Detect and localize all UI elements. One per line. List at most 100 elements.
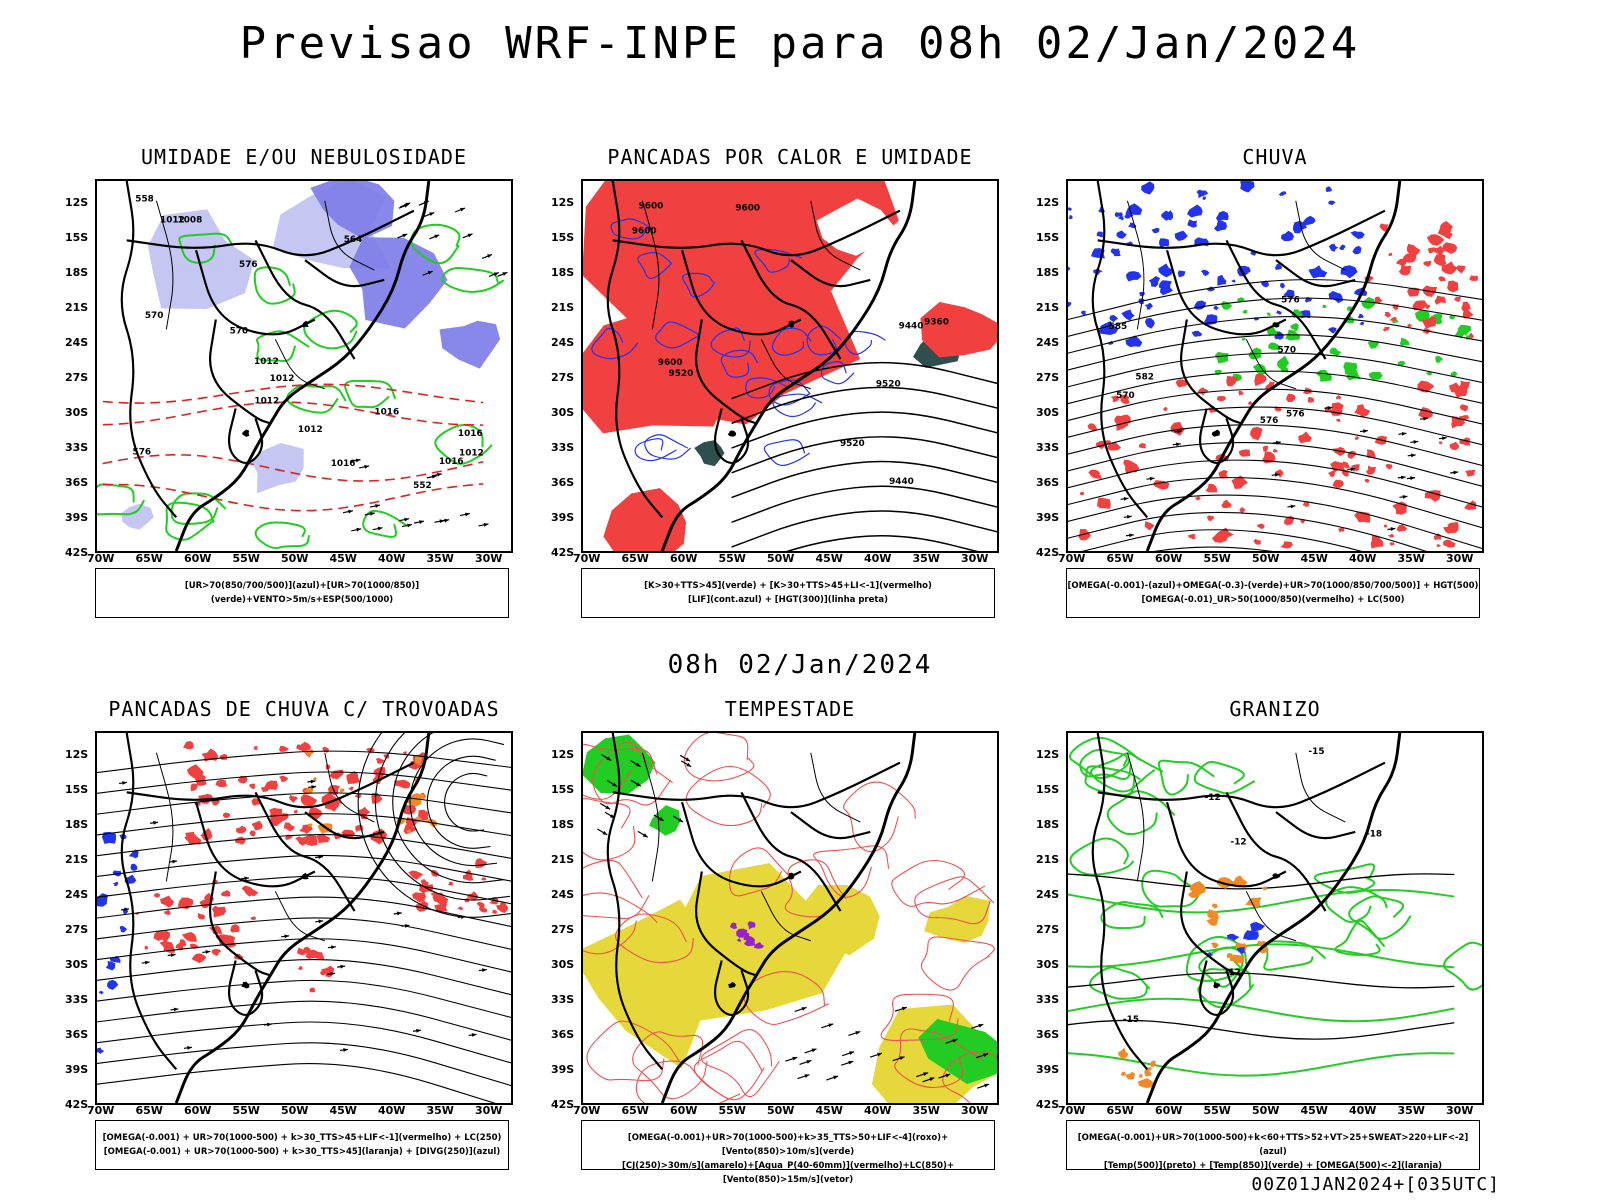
temp850-contour: [1089, 966, 1151, 1000]
omega500-orange-area: [1259, 946, 1269, 954]
storm-red-area: [298, 965, 303, 970]
wind-vector: [356, 527, 362, 532]
omega500-orange-area: [1207, 909, 1218, 919]
lon-tick-label: 40W: [1349, 552, 1377, 565]
country-border: [1198, 960, 1235, 1017]
omega500-orange-area: [1229, 875, 1248, 887]
omega-blue-area: [1080, 310, 1087, 316]
streamline-arrow: [1423, 416, 1428, 421]
contour-label: 1016: [439, 457, 464, 467]
lat-tick-label: 12S: [65, 196, 89, 209]
wind-vector: [467, 233, 473, 238]
country-border: [1275, 259, 1356, 288]
lon-tick-label: 50W: [767, 552, 795, 565]
streamline: [1068, 511, 1427, 551]
streamline-arrow: [460, 915, 466, 919]
divergence-blue-area: [97, 1047, 105, 1054]
wind-vector: [427, 271, 433, 275]
storm-red-area: [220, 890, 231, 897]
storm-red-area: [236, 825, 247, 834]
omega-red-area: [1138, 443, 1147, 449]
omega-green-area: [1414, 310, 1430, 322]
state-border: [810, 752, 861, 823]
wind-vector: [431, 474, 437, 479]
omega500-orange-area: [1125, 1071, 1136, 1080]
streamline: [97, 813, 511, 837]
omega500-orange-area: [1261, 886, 1267, 891]
omega-blue-area: [1231, 279, 1236, 283]
storm-red-area: [215, 779, 228, 788]
pwat-contour: [701, 1029, 780, 1098]
storm-red-area: [408, 870, 424, 880]
country-border: [606, 181, 664, 519]
storm-red-area: [251, 820, 263, 831]
streamline-arrow: [1363, 429, 1368, 434]
legend-line: [CJ(250)>30m/s](amarelo)+[Agua_P(40-60mm…: [621, 1161, 955, 1185]
panel-title: TEMPESTADE: [724, 697, 856, 721]
contour-label: 570: [1277, 346, 1296, 356]
lat-tick-label: 21S: [551, 853, 575, 866]
lat-tick-label: 18S: [65, 818, 89, 831]
lon-tick-label: 60W: [184, 1104, 212, 1117]
omega-blue-area: [1187, 204, 1203, 218]
storm-red-area: [144, 945, 149, 950]
contour-label: 570: [230, 327, 249, 337]
lat-tick-label: 27S: [65, 371, 89, 384]
lif-contour: [844, 330, 886, 355]
lat-tick-label: 15S: [551, 231, 575, 244]
lat-tick-label: 12S: [1036, 748, 1060, 761]
pwat-contour: [920, 936, 995, 991]
lat-tick-label: 36S: [65, 1028, 89, 1041]
wind-vector: [403, 204, 409, 208]
storm-red-area: [153, 892, 161, 898]
legend-line: [OMEGA(-0.001) + UR>70(1000-500) + k>30_…: [102, 1133, 502, 1143]
country-border: [120, 181, 178, 519]
wind-vector: [402, 233, 408, 238]
omega-red-area: [1206, 515, 1215, 522]
legend-line: [OMEGA(-0.001) + UR>70(1000-500) + k>30_…: [103, 1147, 501, 1157]
humidity-contour-lower: [303, 309, 358, 350]
map-umidade: 1012 1012 1012 1016 1016 1008 1016 1012 1012 1012…: [95, 179, 513, 553]
divergence-blue-area: [109, 955, 121, 964]
lat-tick-label: 30S: [1036, 406, 1060, 419]
wind-vector: [487, 254, 493, 258]
streamline: [97, 771, 511, 794]
streamline: [97, 854, 511, 882]
country-border: [695, 871, 757, 977]
temp850-contour: [1079, 748, 1132, 780]
omega-red-area: [1387, 533, 1395, 538]
omega-blue-area: [1329, 291, 1339, 301]
omega-red-area: [1366, 465, 1377, 475]
divergence-blue-area: [98, 990, 104, 995]
streamline-arrow: [1442, 436, 1447, 441]
omega-blue-area: [1174, 230, 1188, 242]
country-border: [304, 259, 385, 288]
country-border: [304, 811, 385, 840]
wind-vector: [804, 1074, 810, 1078]
omega-red-area: [1338, 527, 1345, 533]
lon-tick-label: 30W: [475, 1104, 503, 1117]
country-border: [1198, 408, 1235, 465]
streamline-arrow: [1400, 475, 1406, 480]
streamline-arrow: [1177, 429, 1182, 434]
storm-orange-area: [339, 788, 345, 793]
wind-vector: [984, 1083, 990, 1088]
storm-red-area: [457, 906, 464, 911]
lat-tick-label: 42S: [65, 546, 89, 559]
omega-red-area: [1364, 478, 1370, 483]
streamline-arrow: [310, 779, 316, 784]
streamline: [392, 733, 504, 884]
storm-red-area: [296, 947, 306, 956]
omega-red-area: [1437, 224, 1453, 238]
omega-red-area: [1079, 491, 1085, 496]
omega-blue-area: [1359, 321, 1364, 326]
legend-line: [OMEGA(-0.001)+UR>70(1000-500)+k>35_TTS>…: [627, 1133, 949, 1157]
storm-orange-area: [312, 777, 317, 781]
lon-tick-label: 55W: [718, 1104, 746, 1117]
coastline: [1145, 181, 1402, 551]
omega-blue-area: [1280, 282, 1286, 289]
omega-blue-area: [1350, 231, 1365, 240]
storm-red-area: [219, 753, 228, 761]
hgt300-contour: [731, 510, 997, 548]
temp850-contour: [1069, 837, 1135, 876]
